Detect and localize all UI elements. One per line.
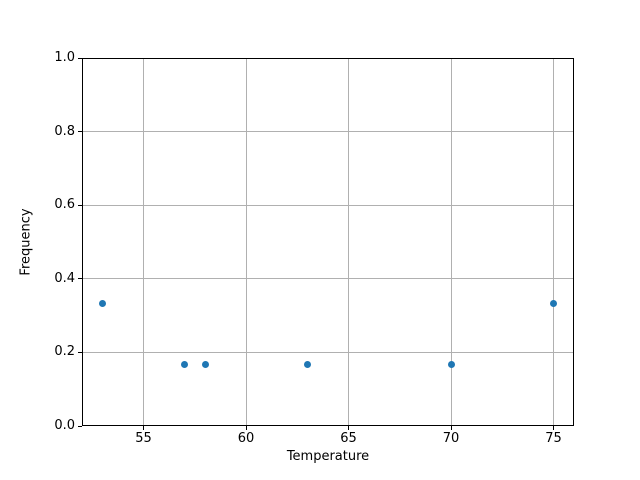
y-tick-label: 1.0	[54, 50, 75, 65]
gridline-vertical	[450, 59, 452, 425]
x-tick-label: 55	[135, 431, 152, 446]
scatter-point	[304, 361, 311, 369]
y-tick-mark	[78, 57, 82, 59]
y-tick-mark	[78, 278, 82, 280]
x-axis-label: Temperature	[286, 449, 370, 464]
y-tick-mark	[78, 351, 82, 353]
x-tick-label: 70	[442, 431, 460, 446]
scatter-point	[99, 299, 106, 307]
x-tick-mark	[450, 426, 452, 430]
gridline-horizontal	[83, 278, 573, 280]
gridline-vertical	[245, 59, 247, 425]
scatter-point	[550, 299, 557, 307]
y-tick-label: 0.8	[54, 123, 75, 139]
gridline-vertical	[348, 59, 349, 425]
scatter-point	[201, 361, 209, 369]
x-tick-mark	[245, 426, 247, 430]
plot-area	[82, 58, 574, 426]
x-tick-mark	[348, 426, 349, 430]
gridline-horizontal	[83, 351, 573, 353]
y-tick-mark	[78, 425, 82, 427]
gridline-vertical	[553, 59, 554, 425]
x-tick-mark	[143, 426, 144, 430]
gridline-horizontal	[83, 204, 573, 206]
y-tick-mark	[78, 204, 82, 206]
y-tick-label: 0.2	[54, 344, 75, 360]
x-tick-label: 75	[545, 431, 562, 446]
y-tick-label: 0.4	[54, 270, 75, 286]
gridline-horizontal	[83, 131, 573, 133]
y-tick-label: 0.0	[54, 418, 75, 433]
x-tick-label: 65	[340, 431, 357, 446]
y-tick-label: 0.6	[54, 197, 75, 213]
y-tick-mark	[78, 131, 82, 133]
x-tick-label: 60	[237, 431, 255, 446]
y-axis-label: Frequency	[18, 208, 34, 276]
scatter-point	[447, 361, 455, 369]
scatter-point	[181, 361, 188, 369]
gridline-vertical	[143, 59, 144, 425]
x-tick-mark	[553, 426, 554, 430]
